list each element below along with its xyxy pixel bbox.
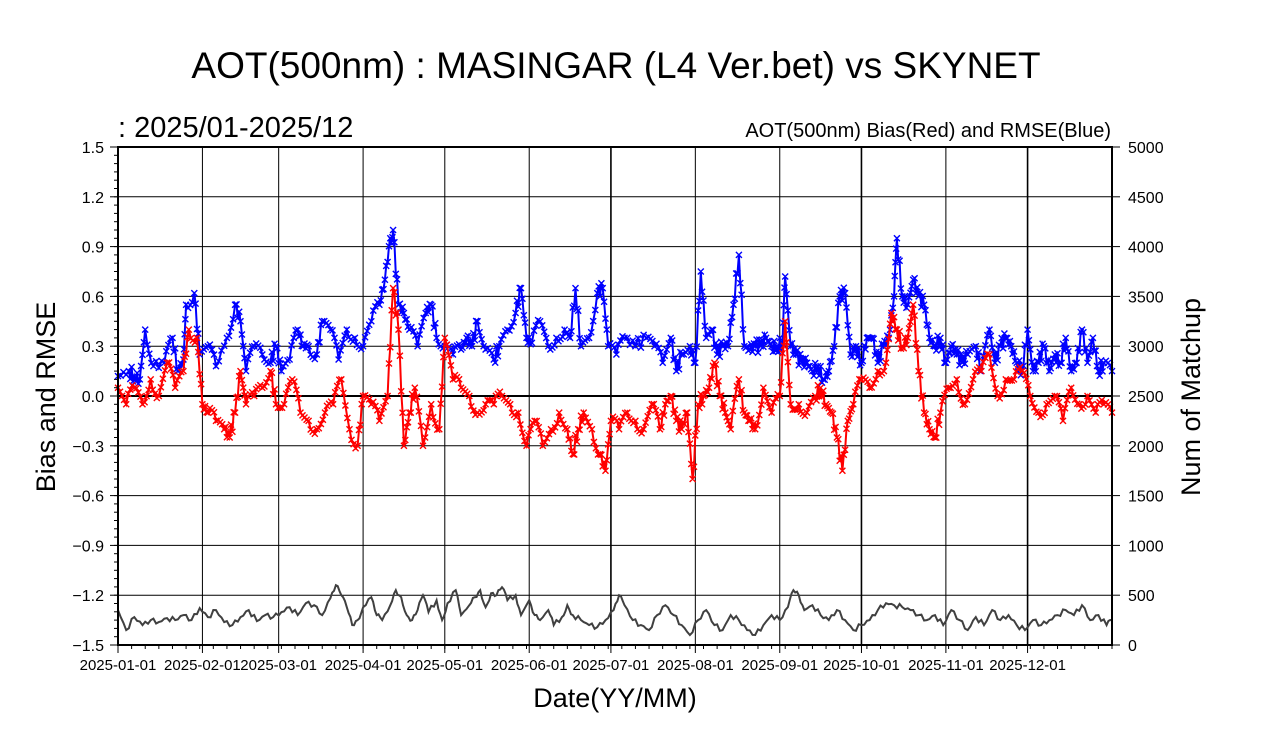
right-tick-label: 2000 bbox=[1128, 439, 1164, 456]
right-tick-label: 4500 bbox=[1128, 190, 1164, 207]
series-line bbox=[117, 583, 1113, 637]
left-axis-ticks: 1.5 1.2 0.9 0.6 0.3 0.0 −0.3 −0.6 −0.9 −1.2 −1.5 bbox=[72, 140, 118, 655]
series-bias bbox=[114, 284, 1116, 483]
left-tick-label: −1.5 bbox=[72, 638, 104, 655]
left-axis-label: Bias and RMSE bbox=[31, 302, 61, 493]
x-tick-label: 2025-08-01 bbox=[657, 657, 734, 674]
series-rmse bbox=[114, 226, 1116, 388]
x-tick-label: 2025-10-01 bbox=[823, 657, 900, 674]
x-axis-ticks: 2025-01-01 2025-02-01 2025-03-01 2025-04-01… bbox=[80, 645, 1113, 674]
right-tick-label: 3500 bbox=[1128, 289, 1164, 306]
series-num-of-matchup bbox=[117, 583, 1113, 637]
x-tick-label: 2025-02-01 bbox=[164, 657, 241, 674]
right-tick-label: 0 bbox=[1128, 638, 1137, 655]
right-axis-label: Num of Matchup bbox=[1176, 298, 1206, 496]
x-tick-label: 2025-05-01 bbox=[406, 657, 483, 674]
x-axis-label: Date(YY/MM) bbox=[533, 683, 697, 713]
chart-title: AOT(500nm) : MASINGAR (L4 Ver.bet) vs SK… bbox=[191, 45, 1040, 86]
x-tick-label: 2025-06-01 bbox=[491, 657, 568, 674]
x-tick-label: 2025-07-01 bbox=[573, 657, 650, 674]
right-tick-label: 500 bbox=[1128, 588, 1155, 605]
left-tick-label: −0.6 bbox=[72, 489, 104, 506]
x-tick-label: 2025-03-01 bbox=[240, 657, 317, 674]
left-tick-label: −1.2 bbox=[72, 588, 104, 605]
left-tick-label: 0.6 bbox=[82, 289, 104, 306]
left-tick-label: −0.3 bbox=[72, 439, 104, 456]
x-tick-label: 2025-01-01 bbox=[80, 657, 157, 674]
right-tick-label: 1500 bbox=[1128, 489, 1164, 506]
series-markers bbox=[114, 284, 1116, 483]
left-tick-label: 0.0 bbox=[82, 389, 104, 406]
left-tick-label: 1.5 bbox=[82, 140, 104, 157]
x-tick-label: 2025-04-01 bbox=[325, 657, 402, 674]
right-tick-label: 3000 bbox=[1128, 339, 1164, 356]
right-tick-label: 4000 bbox=[1128, 240, 1164, 257]
x-tick-label: 2025-11-01 bbox=[908, 657, 984, 674]
left-tick-label: −0.9 bbox=[72, 538, 104, 555]
right-tick-label: 5000 bbox=[1128, 140, 1164, 157]
right-tick-label: 1000 bbox=[1128, 538, 1164, 555]
legend-note: AOT(500nm) Bias(Red) and RMSE(Blue) bbox=[745, 120, 1111, 142]
series-markers bbox=[114, 226, 1116, 388]
series-layer bbox=[114, 226, 1116, 637]
right-tick-label: 2500 bbox=[1128, 389, 1164, 406]
chart-subtitle: : 2025/01-2025/12 bbox=[118, 112, 353, 144]
x-tick-label: 2025-12-01 bbox=[989, 657, 1066, 674]
left-tick-label: 1.2 bbox=[82, 190, 104, 207]
left-tick-label: 0.3 bbox=[82, 339, 104, 356]
left-tick-label: 0.9 bbox=[82, 240, 104, 257]
x-tick-label: 2025-09-01 bbox=[741, 657, 818, 674]
